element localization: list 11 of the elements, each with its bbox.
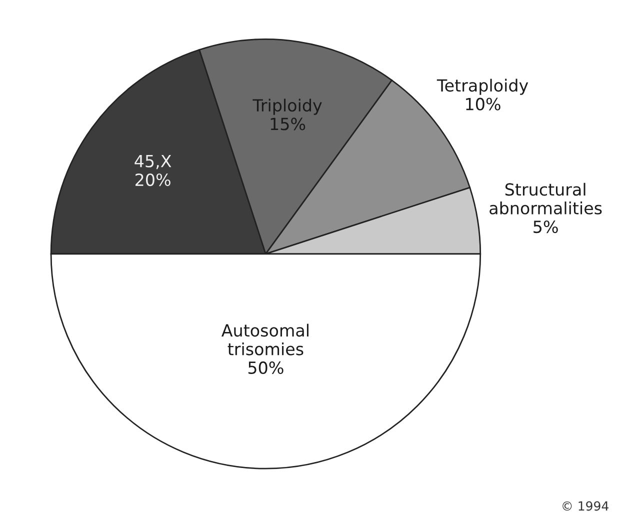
slice-label: Autosomal trisomies (222, 324, 308, 356)
data-label: 50% (248, 361, 284, 374)
slice-label: Structural abnormalities (490, 182, 602, 214)
data-label: 10% (466, 98, 500, 110)
data-label: 15% (270, 118, 306, 130)
slice-label: Tetraploidy (436, 78, 528, 95)
text: © 1994 (562, 501, 608, 511)
data-label: 5% (534, 220, 558, 234)
slice-label: Triploidy (252, 98, 322, 115)
data-label: 20% (136, 173, 170, 186)
slice-label: 45,X (134, 155, 172, 170)
